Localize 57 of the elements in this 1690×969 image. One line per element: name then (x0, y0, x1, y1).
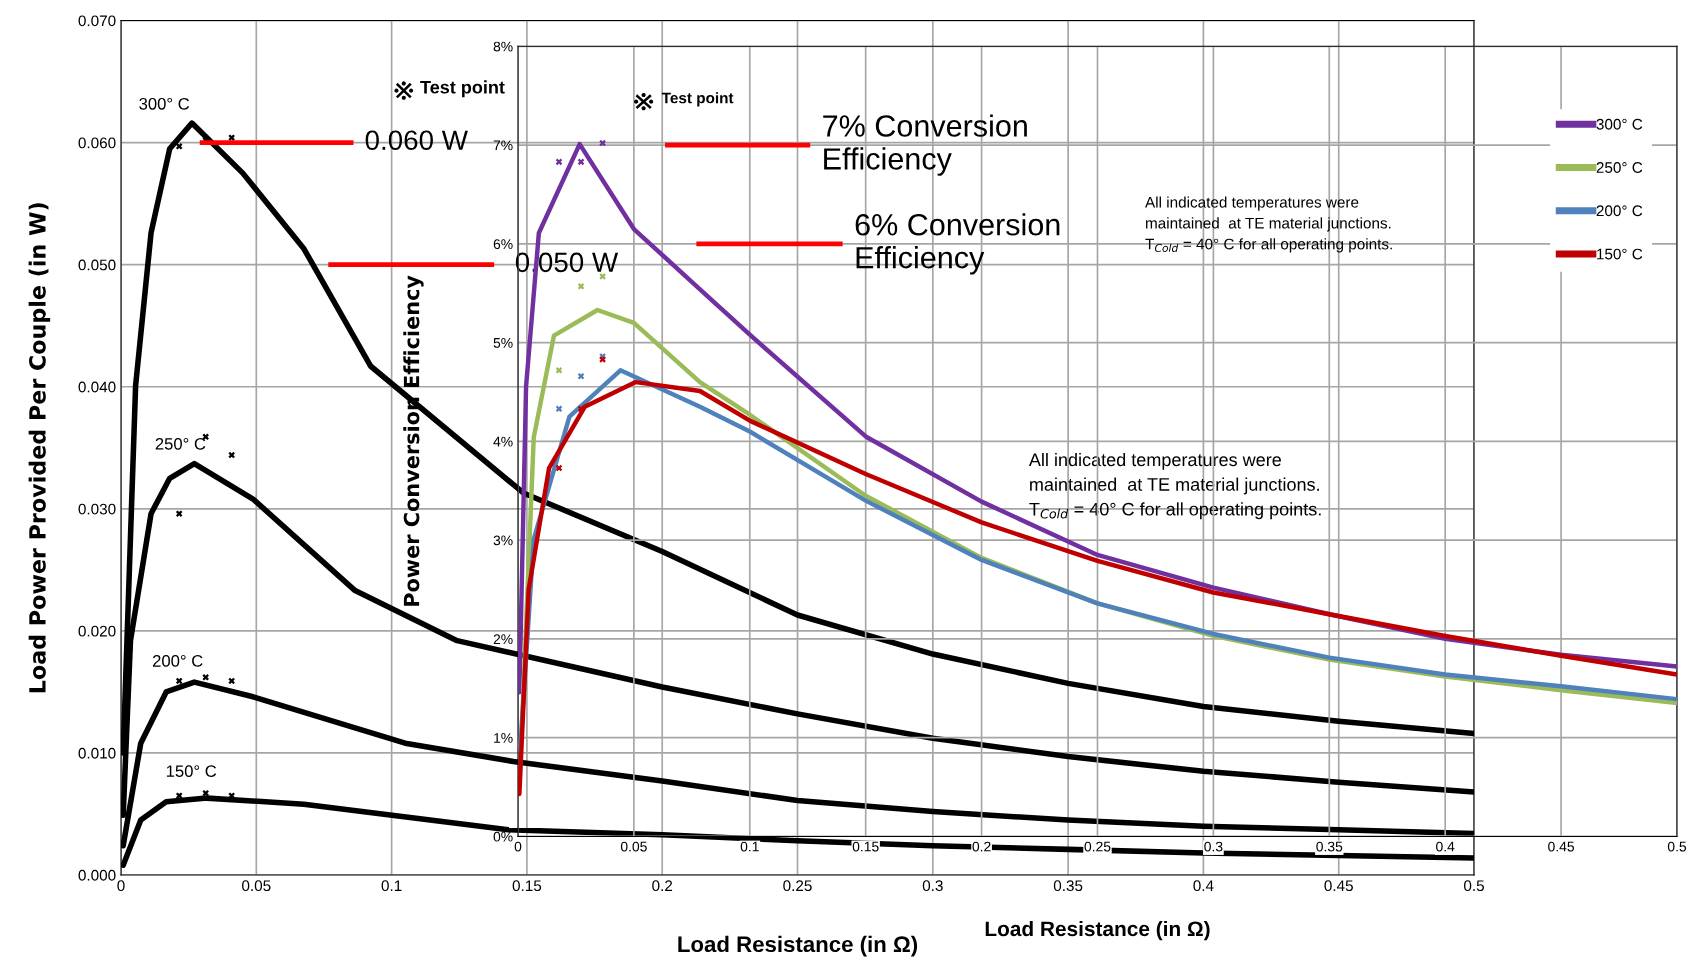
x-tick-label: 0.4 (1193, 880, 1214, 892)
x-tick-label: 0.2 (972, 841, 991, 852)
legend-label: 250° C (1596, 162, 1643, 173)
ref-line-label: 0.060 W (365, 130, 468, 151)
x-tick-label: 0.5 (1464, 880, 1484, 892)
x-tick-label: 0.35 (1053, 880, 1083, 892)
x-axis-title: Load Resistance (in Ω) (678, 935, 918, 957)
x-tick-label: 0.45 (1548, 841, 1575, 852)
y-tick-label: 0% (493, 831, 513, 842)
annotation: Test point (420, 80, 505, 98)
x-tick-label: 0.05 (620, 841, 647, 852)
y-tick-label: 8% (493, 41, 513, 52)
annotation: 150° C (166, 765, 217, 778)
x-tick-label: 0.25 (1084, 841, 1111, 852)
x-tick-label: 0.25 (783, 880, 812, 892)
y-tick-label: 0.050 (78, 259, 116, 271)
y-tick-label: 3% (493, 535, 513, 546)
annotation: 200° C (152, 655, 203, 667)
ref-line-label: 6% Conversion Efficiency (855, 213, 1060, 275)
y-tick-label: 0.010 (78, 747, 116, 759)
ref-line-label: 7% Conversion Efficiency (823, 114, 1027, 176)
x-tick-label: 0.3 (922, 880, 943, 892)
y-tick-label: 0.030 (78, 503, 116, 515)
x-tick-label: 0.15 (852, 841, 879, 852)
x-tick-label: 0 (117, 880, 125, 892)
legend-label: 150° C (1597, 248, 1643, 260)
x-tick-label: 0.4 (1436, 841, 1455, 852)
y-tick-label: 0.000 (78, 869, 116, 881)
y-axis-title: Load Power Provided Per Couple (in W) (28, 203, 51, 693)
annotation: All indicated temperatures were maintained at TE material junctions. T$_{Cold}$ = 40° C for all operating points. (1028, 452, 1321, 520)
x-tick-label: 0.05 (242, 880, 271, 892)
legend-label: 300° C (1596, 118, 1643, 130)
y-tick-label: 4% (493, 436, 513, 447)
y-tick-label: 0.070 (78, 15, 116, 27)
x-tick-label: 0 (514, 841, 522, 852)
annotation: Test point (661, 92, 734, 107)
y-tick-label: 0.060 (78, 137, 116, 149)
annotation: All indicated temperatures were maintained at TE material junctions. T$_{Cold}$ = 40° C for all operating points. (1145, 196, 1392, 253)
x-tick-label: 0.3 (1204, 841, 1223, 852)
y-tick-label: 0.020 (78, 625, 116, 637)
y-tick-label: 2% (493, 634, 513, 645)
y-tick-label: 1% (494, 733, 513, 743)
legend-label: 200° C (1596, 205, 1643, 217)
x-tick-label: 0.1 (740, 841, 759, 852)
x-tick-label: 0.45 (1324, 880, 1353, 892)
x-tick-label: 0.2 (652, 880, 673, 892)
annotation: 300° C (139, 97, 190, 110)
y-tick-label: 6% (493, 239, 513, 250)
annotation: 250° C (155, 437, 206, 450)
x-axis-title: Load Resistance (in Ω) (985, 920, 1210, 941)
y-tick-label: 5% (493, 338, 513, 348)
x-tick-label: 0.35 (1316, 841, 1343, 852)
y-tick-label: 0.040 (78, 381, 116, 393)
y-tick-label: 7% (493, 140, 513, 151)
x-tick-label: 0.1 (381, 880, 402, 892)
x-tick-label: 0.15 (512, 880, 542, 892)
x-tick-label: 0.5 (1667, 841, 1687, 852)
